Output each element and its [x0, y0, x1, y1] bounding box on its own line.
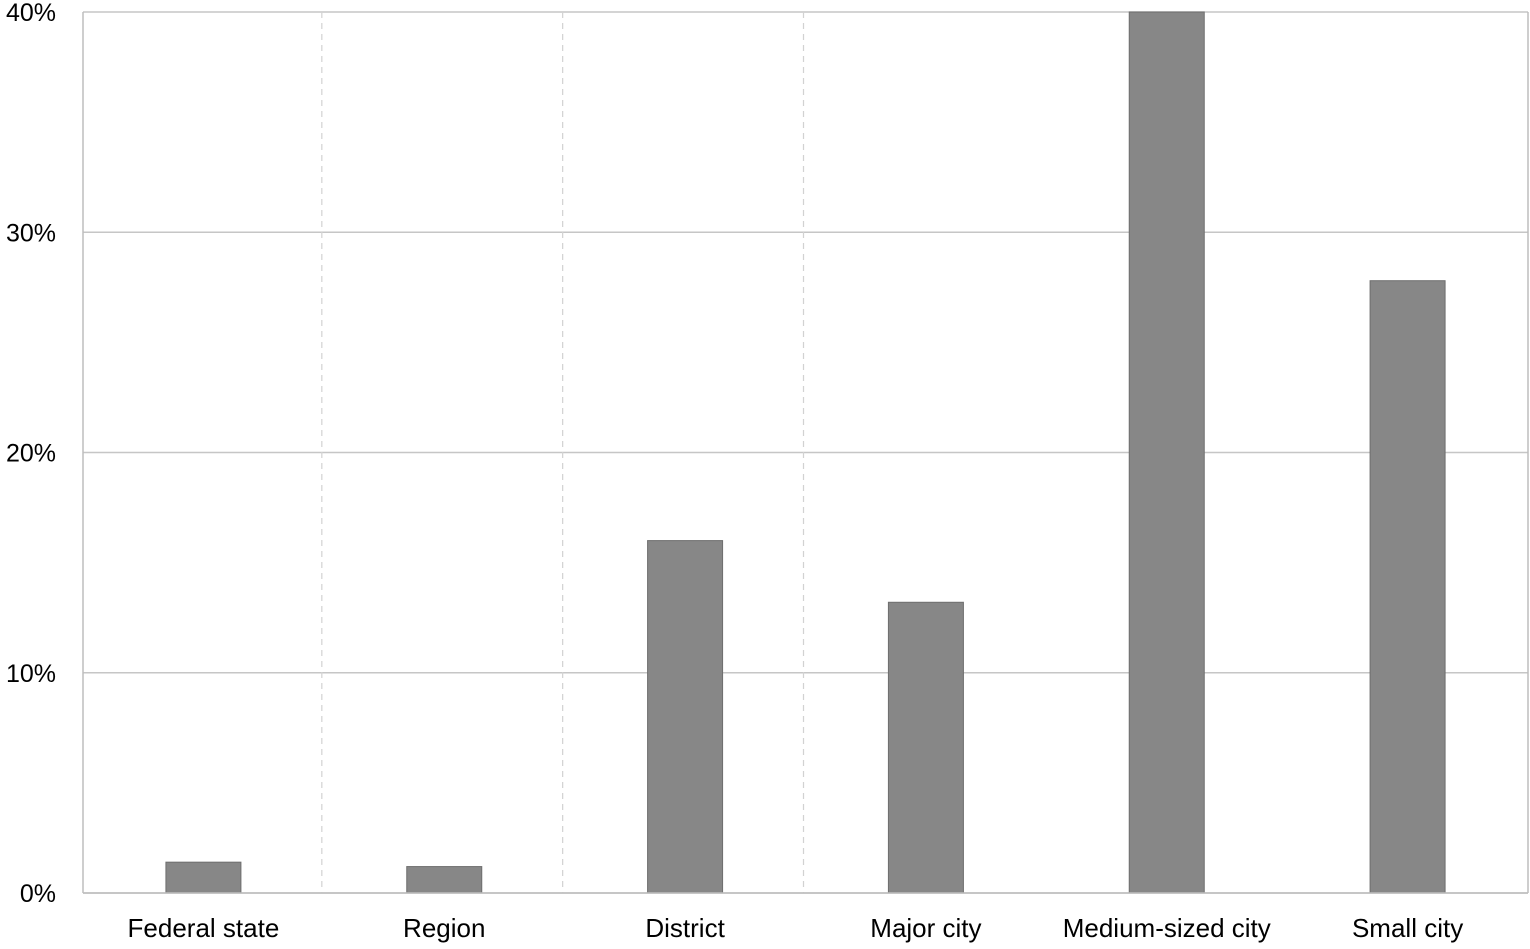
- bar: [1128, 11, 1205, 894]
- x-tick-label: Region: [403, 913, 485, 943]
- grid-layer: [83, 11, 1528, 894]
- y-tick-label: 0%: [20, 880, 56, 908]
- y-tick-label: 40%: [6, 0, 56, 27]
- x-tick-labels: Federal state Region District Major city Med…: [128, 913, 1464, 943]
- bars: [165, 11, 1446, 894]
- x-tick-label: Small city: [1352, 913, 1463, 943]
- plot-frame: [82, 12, 1529, 894]
- x-tick-label: Medium-sized city: [1063, 913, 1271, 943]
- y-tick-labels: 0% 10% 20% 30% 40%: [6, 0, 56, 908]
- bar: [406, 866, 483, 894]
- bar: [647, 540, 724, 894]
- x-tick-label: District: [645, 913, 725, 943]
- bar: [887, 601, 964, 894]
- y-tick-label: 10%: [6, 660, 56, 688]
- bar: [1369, 280, 1446, 894]
- y-tick-label: 30%: [6, 219, 56, 247]
- category-separators: [321, 12, 805, 893]
- x-tick-label: Major city: [870, 913, 981, 943]
- y-tick-label: 20%: [6, 440, 56, 468]
- x-tick-label: Federal state: [128, 913, 280, 943]
- bar: [165, 861, 242, 894]
